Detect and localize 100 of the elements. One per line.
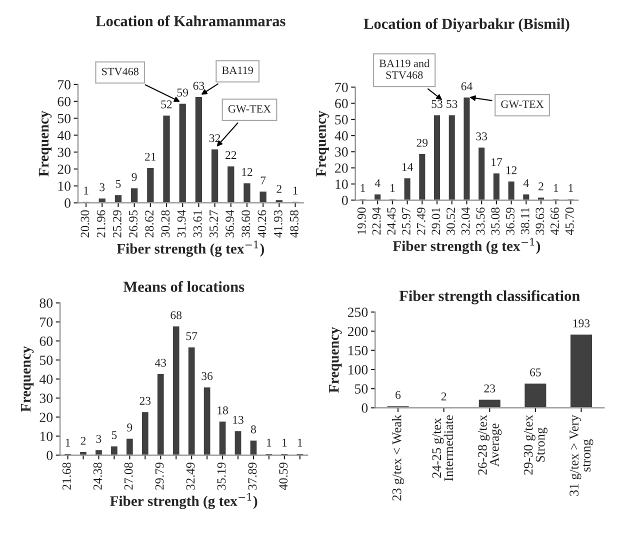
x-axis-title: Fiber strength (g tex$^{−1}$) — [116, 240, 264, 257]
x-tick-label: 28.62 — [145, 210, 154, 238]
x-tick-label: 29.01 — [432, 208, 440, 235]
data-label: 43 — [154, 358, 166, 367]
y-tick-label: 60 — [335, 98, 348, 108]
data-label: 29 — [416, 138, 428, 147]
y-tick-label: 200 — [348, 326, 368, 336]
data-label: 13 — [233, 416, 244, 424]
x-tick-label: 35.27 — [210, 210, 218, 238]
data-label: 5 — [116, 180, 121, 188]
y-tick-label: 70 — [58, 80, 71, 90]
data-label: 23 — [140, 396, 151, 405]
x-tick-label: 24.45 — [387, 208, 396, 235]
x-tick-label: 37.89 — [248, 462, 257, 490]
y-axis-title: Frequency — [316, 110, 329, 176]
x-tick-label: 41.93 — [274, 210, 282, 238]
chart-title: Location of Diyarbakır (Bismil) — [364, 18, 570, 32]
y-tick-label: 40 — [39, 374, 53, 384]
data-label: 21 — [145, 152, 156, 161]
y-tick-label: 100 — [348, 365, 368, 374]
x-tick-label: 33.61 — [193, 210, 202, 238]
data-label: 1 — [66, 438, 70, 447]
x-tick-label: 29.79 — [155, 462, 164, 490]
x-tick-label: 21.68 — [62, 462, 71, 490]
data-label: 36 — [202, 372, 213, 380]
data-label: 17 — [492, 158, 502, 166]
data-label: 18 — [218, 406, 228, 414]
chart-title: Fiber strength classification — [399, 290, 580, 304]
data-label: 1 — [84, 186, 88, 194]
x-tick-label: 38.60 — [242, 210, 250, 238]
x-tick-label: 27.08 — [124, 462, 133, 490]
y-tick-label: 0 — [64, 198, 71, 208]
data-label: 3 — [96, 434, 102, 443]
chart-title: Means of locations — [123, 281, 244, 292]
y-tick-label: 20 — [335, 163, 348, 173]
y-tick-label: 40 — [57, 130, 71, 140]
y-tick-label: 50 — [40, 356, 53, 365]
y-tick-label: 40 — [334, 131, 348, 141]
x-tick-label: 24-25 g/tex Intermediate — [432, 415, 454, 481]
annotation: GW-TEX — [501, 100, 544, 108]
data-label: 9 — [127, 424, 132, 432]
x-tick-label: 33.56 — [476, 207, 485, 235]
data-label: 2 — [276, 184, 282, 193]
x-tick-label: 40.26 — [258, 210, 266, 238]
x-tick-label: 38.11 — [520, 208, 530, 234]
x-tick-label: 40.59 — [279, 462, 288, 490]
x-tick-label: 26.95 — [129, 210, 138, 238]
data-label: 4 — [523, 179, 529, 187]
y-tick-label: 80 — [40, 298, 53, 308]
data-label: 12 — [242, 168, 252, 176]
data-label: 5 — [112, 431, 117, 440]
data-label: 4 — [374, 179, 380, 187]
annotation: BA119 — [222, 66, 253, 74]
y-axis-title: Frequency — [38, 110, 52, 176]
x-tick-label: 42.66 — [550, 207, 560, 235]
data-label: 2 — [80, 436, 86, 445]
x-tick-label: 31 g/tex > Very strong — [570, 414, 594, 496]
data-label: 1 — [267, 438, 272, 447]
y-tick-label: 0 — [362, 403, 368, 413]
y-tick-label: 30 — [58, 148, 71, 158]
x-tick-label: 25.29 — [112, 210, 122, 238]
data-label: 7 — [260, 176, 266, 184]
x-tick-label: 30.28 — [161, 210, 170, 238]
data-label: 9 — [132, 173, 137, 182]
data-label: 64 — [461, 82, 472, 90]
x-tick-label: 20.30 — [80, 210, 90, 238]
x-tick-label: 19.90 — [357, 208, 366, 234]
y-axis-title: Frequency — [20, 346, 34, 412]
data-label: 1 — [568, 184, 573, 192]
data-label: 1 — [360, 184, 365, 192]
data-label: 23 — [484, 384, 496, 392]
x-axis-title: Fiber strength (g tex$^{−1}$) — [392, 238, 540, 254]
data-label: 53 — [432, 100, 442, 108]
x-tick-label: 27.49 — [416, 208, 426, 235]
annotation: GW-TEX — [228, 105, 271, 113]
y-tick-label: 60 — [40, 336, 53, 346]
data-label: 193 — [573, 319, 590, 328]
data-label: 1 — [390, 184, 395, 192]
x-tick-label: 32.49 — [186, 462, 195, 490]
data-label: 52 — [161, 100, 172, 108]
data-label: 1 — [554, 184, 558, 192]
data-label: 2 — [538, 182, 544, 190]
data-label: 8 — [250, 425, 256, 434]
y-tick-label: 250 — [348, 308, 368, 317]
data-label: 1 — [298, 438, 302, 447]
y-tick-label: 10 — [336, 180, 348, 189]
data-label: 14 — [402, 163, 414, 171]
text: BA119 and STV468 — [379, 59, 430, 79]
data-label: 53 — [446, 100, 458, 108]
x-tick-label: 29-30 g/tex Strong — [524, 414, 548, 475]
y-tick-label: 0 — [46, 450, 53, 460]
y-tick-label: 60 — [58, 96, 71, 106]
y-tick-label: 50 — [58, 114, 71, 124]
data-label: 63 — [193, 82, 204, 90]
x-tick-label: 24.38 — [93, 462, 102, 490]
x-tick-label: 48.58 — [290, 210, 298, 238]
y-tick-label: 70 — [335, 82, 348, 92]
y-tick-label: 20 — [58, 164, 71, 174]
y-tick-label: 150 — [348, 346, 368, 356]
data-label: 12 — [506, 166, 517, 174]
